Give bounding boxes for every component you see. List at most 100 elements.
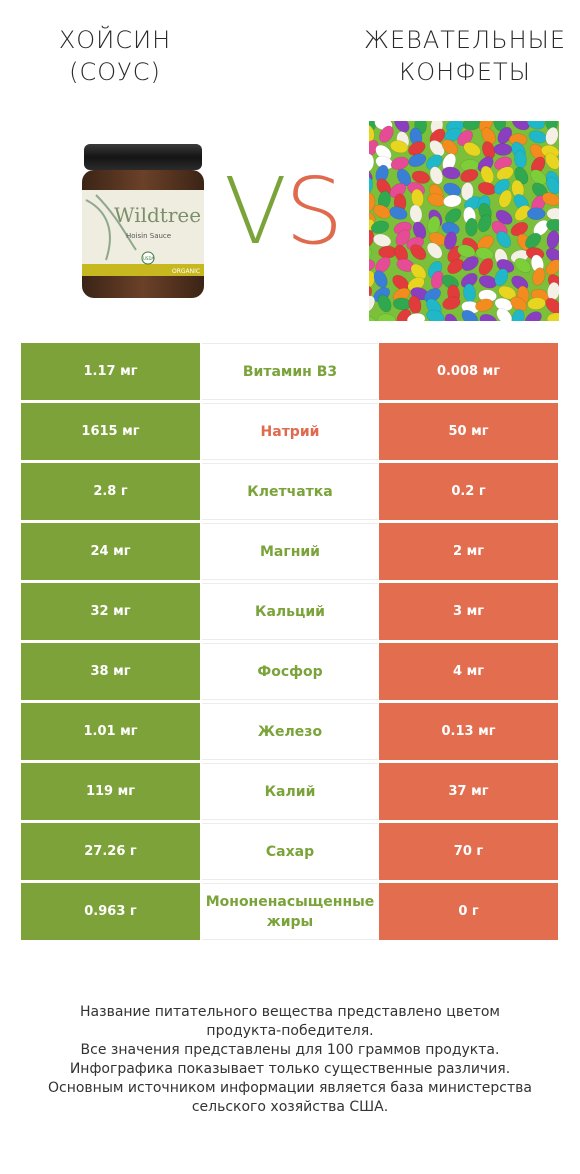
jelly-bean [477, 235, 494, 251]
jelly-bean [411, 170, 431, 184]
jelly-bean [526, 121, 546, 130]
jelly-bean [465, 217, 478, 237]
jelly-bean [444, 231, 457, 250]
jelly-bean [369, 192, 376, 211]
nutrient-name: Калий [202, 763, 378, 820]
jelly-bean [512, 121, 530, 131]
footer-line: Название питательного вещества представл… [80, 1004, 500, 1020]
right-value: 4 мг [379, 643, 558, 700]
jelly-bean [527, 297, 546, 310]
jelly-bean [546, 312, 559, 321]
svg-text:Hoisin Sauce: Hoisin Sauce [126, 232, 171, 240]
jelly-bean [461, 182, 474, 201]
jelly-bean [410, 244, 427, 260]
jelly-bean [528, 130, 547, 144]
jelly-bean [373, 204, 391, 219]
jelly-bean [478, 214, 492, 233]
jelly-bean [443, 182, 462, 197]
jelly-bean [475, 247, 494, 261]
jelly-bean [460, 168, 479, 183]
jelly-bean [378, 245, 397, 259]
nutrient-name: Клетчатка [202, 463, 378, 520]
right-value: 0.13 мг [379, 703, 558, 760]
jelly-bean [369, 246, 372, 264]
jelly-bean [514, 257, 532, 273]
jelly-bean [408, 141, 426, 156]
jelly-bean [392, 274, 409, 291]
table-row: 1.17 мг Витамин B3 0.008 мг [21, 343, 558, 403]
jelly-bean [444, 127, 462, 142]
left-value: 1.01 мг [21, 703, 200, 760]
jelly-bean [498, 285, 517, 300]
jelly-bean [441, 139, 459, 155]
nutrient-name: Магний [202, 523, 378, 580]
jelly-bean [457, 130, 473, 146]
left-value: 1.17 мг [21, 343, 200, 400]
right-value: 2 мг [379, 523, 558, 580]
jelly-bean [389, 206, 408, 220]
left-value: 38 мг [21, 643, 200, 700]
nutrient-name: Фосфор [202, 643, 378, 700]
comparison-table: 1.17 мг Витамин B3 0.008 мг 1615 мг Натрий 50… [21, 343, 558, 943]
table-row: 2.8 г Клетчатка 0.2 г [21, 463, 558, 523]
jelly-bean [442, 296, 461, 310]
jelly-bean [532, 267, 546, 286]
jelly-bean [373, 270, 388, 288]
jelly-bean [496, 166, 514, 181]
jelly-bean [408, 153, 427, 167]
jelly-bean [525, 232, 542, 249]
vs-label: VS [224, 162, 343, 262]
jelly-bean [369, 153, 375, 172]
jelly-bean [546, 218, 559, 232]
jelly-bean [545, 127, 559, 146]
jelly-bean [389, 140, 409, 154]
jelly-bean [545, 259, 559, 276]
jelly-bean [441, 166, 461, 180]
jelly-bean [369, 259, 376, 273]
jelly-bean [445, 208, 462, 224]
table-row: 1.01 мг Железо 0.13 мг [21, 703, 558, 763]
jelly-bean [447, 258, 464, 274]
right-value: 70 г [379, 823, 558, 880]
right-product-title: ЖЕВАТЕЛЬНЫЕ КОНФЕТЫ [360, 24, 570, 88]
left-value: 24 мг [21, 523, 200, 580]
jelly-bean [457, 244, 476, 258]
svg-text:ORGANIC: ORGANIC [172, 268, 200, 275]
jelly-bean [530, 169, 547, 185]
right-product-title-line1: ЖЕВАТЕЛЬНЫЕ [364, 26, 566, 54]
table-row: 27.26 г Сахар 70 г [21, 823, 558, 883]
vs-s: S [284, 158, 343, 265]
table-row: 0.963 г Мононенасыщенные жиры 0 г [21, 883, 558, 943]
left-product-title-line1: ХОЙСИН [58, 26, 172, 54]
jelly-bean [369, 229, 374, 248]
jelly-bean [545, 248, 559, 263]
footer-note: Название питательного вещества представл… [20, 1003, 560, 1117]
jelly-bean [514, 166, 529, 185]
jelly-bean [429, 166, 443, 185]
left-value: 119 мг [21, 763, 200, 820]
jelly-bean [406, 313, 426, 321]
jelly-bean [429, 140, 445, 157]
jar-brand-text: Wildtree [114, 203, 201, 227]
jelly-bean [394, 121, 410, 133]
jelly-bean [423, 288, 441, 303]
jelly-bean [496, 308, 513, 321]
jelly-bean [545, 297, 559, 314]
right-value: 50 мг [379, 403, 558, 460]
jelly-bean [546, 230, 559, 249]
jelly-bean [498, 189, 513, 208]
jelly-bean [426, 154, 443, 170]
jelly-bean [510, 296, 528, 312]
footer-line: сельского хозяйства США. [191, 1099, 389, 1115]
jelly-bean [426, 309, 445, 321]
jelly-bean [461, 309, 478, 321]
jelly-bean [475, 298, 494, 312]
left-product-title: ХОЙСИН (СОУС) [40, 24, 190, 88]
table-row: 38 мг Фосфор 4 мг [21, 643, 558, 703]
jelly-bean [369, 295, 376, 313]
table-row: 119 мг Калий 37 мг [21, 763, 558, 823]
jelly-bean [514, 205, 531, 221]
hoisin-sauce-jar-image: Wildtree Hoisin Sauce USDA ORGANIC [76, 140, 208, 304]
jelly-bean [545, 152, 559, 170]
jelly-bean [377, 294, 392, 313]
